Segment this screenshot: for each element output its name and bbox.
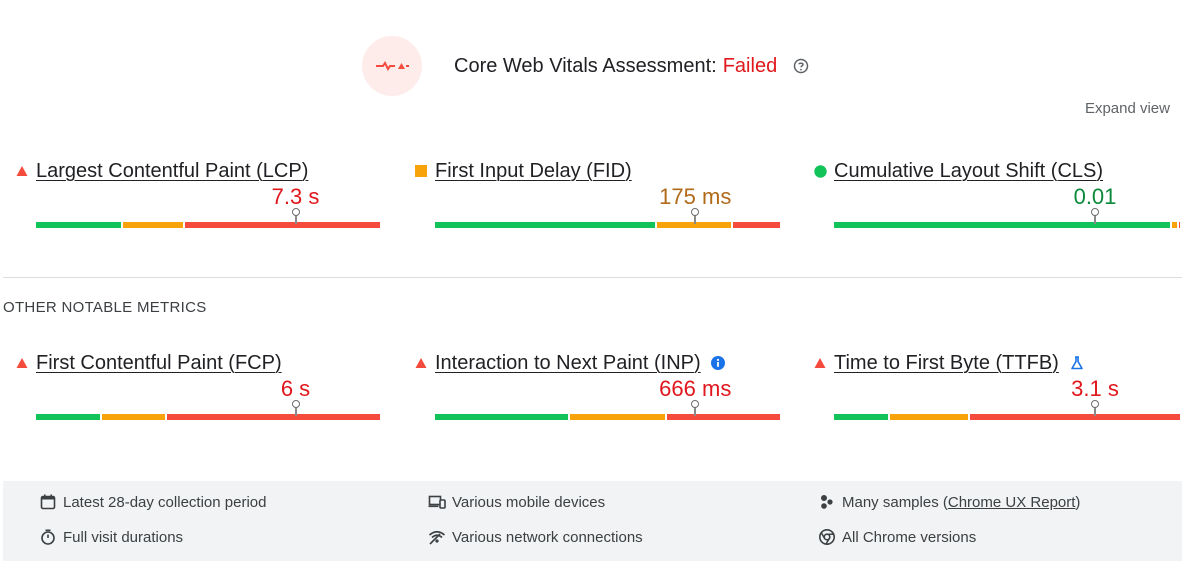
footer-item-label: Various network connections — [452, 528, 643, 546]
metric-name-link[interactable]: Largest Contentful Paint (LCP) — [36, 159, 309, 182]
footer-item-visit-durations: Full visit durations — [39, 528, 183, 546]
distribution-segment-poor — [733, 222, 780, 228]
calendar-icon — [39, 493, 57, 511]
distribution-segment-needs-improvement — [570, 414, 666, 420]
distribution-segment-poor — [667, 414, 780, 420]
chrome-icon — [818, 528, 836, 546]
percentile-marker — [691, 208, 700, 224]
footer-item-collection-period: Latest 28-day collection period — [39, 493, 266, 511]
percentile-marker — [1091, 208, 1099, 224]
samples-icon — [818, 493, 836, 511]
expand-view-button[interactable]: Expand view — [1084, 100, 1170, 117]
metric-header: Interaction to Next Paint (INP) — [415, 350, 763, 376]
distribution-segment-good — [834, 414, 888, 420]
footer-item-chrome-versions: All Chrome versions — [818, 528, 976, 546]
assessment-status: Failed — [722, 54, 778, 77]
timer-icon — [39, 528, 57, 546]
distribution-segment-poor — [184, 222, 380, 228]
metric-header: Cumulative Layout Shift (CLS) — [814, 158, 1162, 184]
percentile-marker — [1091, 400, 1099, 416]
distribution-segment-good — [36, 414, 100, 420]
distribution-segment-needs-improvement — [101, 414, 166, 420]
failed-badge-icon — [362, 36, 422, 96]
distribution-segment-needs-improvement — [657, 222, 732, 228]
red-triangle-icon — [16, 165, 36, 177]
metric-value: 7.3 s — [271, 184, 320, 209]
footer-item-label: Latest 28-day collection period — [63, 493, 267, 511]
metric-header: First Input Delay (FID) — [415, 158, 763, 184]
network-icon — [428, 528, 446, 546]
distribution-bar — [435, 208, 782, 228]
metric-fid: First Input Delay (FID) 175 ms — [415, 158, 780, 228]
footer-item-suffix: ) — [1075, 493, 1081, 511]
assessment-title: Core Web Vitals Assessment: Failed — [454, 55, 809, 78]
footer-item-network: Various network connections — [428, 528, 643, 546]
percentile-marker — [291, 208, 300, 224]
red-triangle-icon — [415, 357, 435, 369]
distribution-bar — [834, 208, 1182, 228]
footer-item-label: Various mobile devices — [452, 493, 606, 511]
footer-item-label: Many samples ( — [842, 493, 948, 511]
metric-name-link[interactable]: Cumulative Layout Shift (CLS) — [834, 159, 1104, 182]
distribution-segment-needs-improvement — [889, 414, 968, 420]
footer-item-label: All Chrome versions — [842, 528, 977, 546]
footer-item-samples: Many samples (Chrome UX Report) — [818, 493, 1080, 511]
distribution-segment-good — [435, 222, 656, 228]
flask-icon[interactable] — [1069, 355, 1085, 371]
distribution-segment-good — [834, 222, 1170, 228]
distribution-bar — [435, 400, 782, 420]
metric-inp: Interaction to Next Paint (INP) 666 ms — [415, 350, 780, 420]
red-triangle-icon — [814, 357, 834, 369]
distribution-segment-needs-improvement — [1171, 222, 1177, 228]
distribution-bar — [36, 208, 382, 228]
collection-info-panel: Latest 28-day collection period Various … — [3, 481, 1182, 561]
distribution-segment-poor — [167, 414, 380, 420]
footer-item-devices: Various mobile devices — [428, 493, 605, 511]
assessment-title-text: Core Web Vitals Assessment: — [454, 54, 717, 77]
metric-lcp: Largest Contentful Paint (LCP) 7.3 s — [16, 158, 380, 228]
metric-value: 0.01 — [1073, 184, 1117, 209]
green-circle-icon — [814, 164, 834, 178]
distribution-segment-needs-improvement — [122, 222, 183, 228]
chrome-ux-report-link[interactable]: Chrome UX Report — [947, 493, 1076, 511]
distribution-segment-poor — [1178, 222, 1180, 228]
distribution-segment-good — [435, 414, 569, 420]
distribution-segment-poor — [969, 414, 1180, 420]
distribution-bar — [834, 400, 1182, 420]
assessment-header: Core Web Vitals Assessment: Failed — [362, 36, 809, 96]
metric-name-link[interactable]: First Input Delay (FID) — [435, 159, 632, 182]
metric-header: First Contentful Paint (FCP) — [16, 350, 364, 376]
metric-fcp: First Contentful Paint (FCP) 6 s — [16, 350, 380, 420]
metric-name-link[interactable]: Time to First Byte (TTFB) — [834, 351, 1059, 374]
other-metrics-heading: OTHER NOTABLE METRICS — [3, 299, 207, 316]
orange-square-icon — [415, 165, 435, 177]
footer-item-label: Full visit durations — [63, 528, 184, 546]
metric-name-link[interactable]: Interaction to Next Paint (INP) — [435, 351, 701, 374]
metric-cls: Cumulative Layout Shift (CLS) 0.01 — [814, 158, 1180, 228]
devices-icon — [428, 493, 446, 511]
info-icon[interactable] — [710, 356, 725, 370]
metric-value: 3.1 s — [1071, 376, 1119, 401]
percentile-marker — [291, 400, 300, 416]
help-circle-icon[interactable] — [793, 58, 809, 74]
red-triangle-icon — [16, 357, 36, 369]
metric-header: Time to First Byte (TTFB) — [814, 350, 1162, 376]
metric-name-link[interactable]: First Contentful Paint (FCP) — [36, 351, 282, 374]
metric-value: 175 ms — [659, 184, 732, 209]
metric-value: 6 s — [280, 376, 311, 401]
distribution-segment-good — [36, 222, 121, 228]
section-divider — [3, 277, 1182, 278]
metric-header: Largest Contentful Paint (LCP) — [16, 158, 364, 184]
percentile-marker — [691, 400, 700, 416]
metric-value: 666 ms — [659, 376, 732, 401]
metric-ttfb: Time to First Byte (TTFB) 3.1 s — [814, 350, 1180, 420]
distribution-bar — [36, 400, 382, 420]
